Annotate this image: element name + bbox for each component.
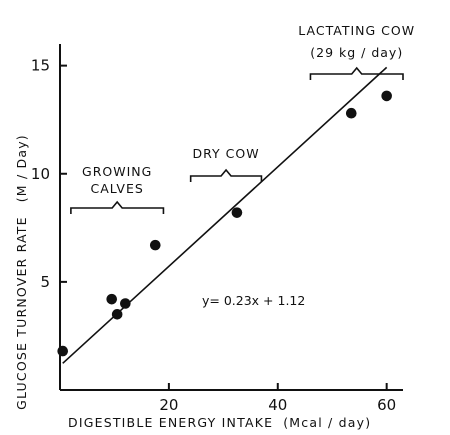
- data-point: [149, 239, 161, 251]
- group-label: (29 kg / day): [310, 45, 403, 60]
- data-point: [231, 207, 243, 218]
- group-bracket: [189, 168, 263, 182]
- data-point: [120, 298, 131, 309]
- regression-equation: y= 0.23x + 1.12: [202, 293, 305, 308]
- group-label: CALVES: [91, 181, 144, 196]
- y-tick-label: 15: [31, 57, 50, 75]
- ticks: 20 40 60 5 10 15: [31, 57, 396, 414]
- y-tick-label: 10: [31, 165, 50, 183]
- y-axis-label: GLUCOSE TURNOVER RATE (M / Day): [14, 134, 29, 410]
- data-point: [381, 90, 392, 102]
- data-points: [57, 90, 392, 357]
- x-axis-label: DIGESTIBLE ENERGY INTAKE (Mcal / day): [68, 415, 371, 430]
- x-axis-title: DIGESTIBLE ENERGY INTAKE: [68, 415, 273, 430]
- y-tick-label: 5: [40, 273, 50, 291]
- group-bracket: [309, 66, 404, 80]
- x-tick-label: 20: [159, 396, 178, 414]
- y-axis-unit: (M / Day): [14, 134, 29, 202]
- data-point: [57, 345, 69, 357]
- annotations: GROWING CALVES DRY COW LACTATING COW (29 kg …: [70, 23, 415, 214]
- data-point: [111, 309, 123, 320]
- x-tick-label: 60: [377, 396, 396, 414]
- x-axis-unit: (Mcal / day): [283, 415, 371, 430]
- group-label: LACTATING COW: [298, 23, 415, 38]
- data-point: [106, 293, 118, 305]
- axes: [59, 44, 403, 391]
- y-axis-title: GLUCOSE TURNOVER RATE: [14, 216, 29, 410]
- data-point: [345, 107, 357, 119]
- group-label: DRY COW: [193, 146, 260, 161]
- regression-line: [62, 66, 388, 364]
- x-tick-label: 40: [268, 396, 287, 414]
- group-bracket: [70, 200, 165, 214]
- group-label: GROWING: [82, 164, 152, 179]
